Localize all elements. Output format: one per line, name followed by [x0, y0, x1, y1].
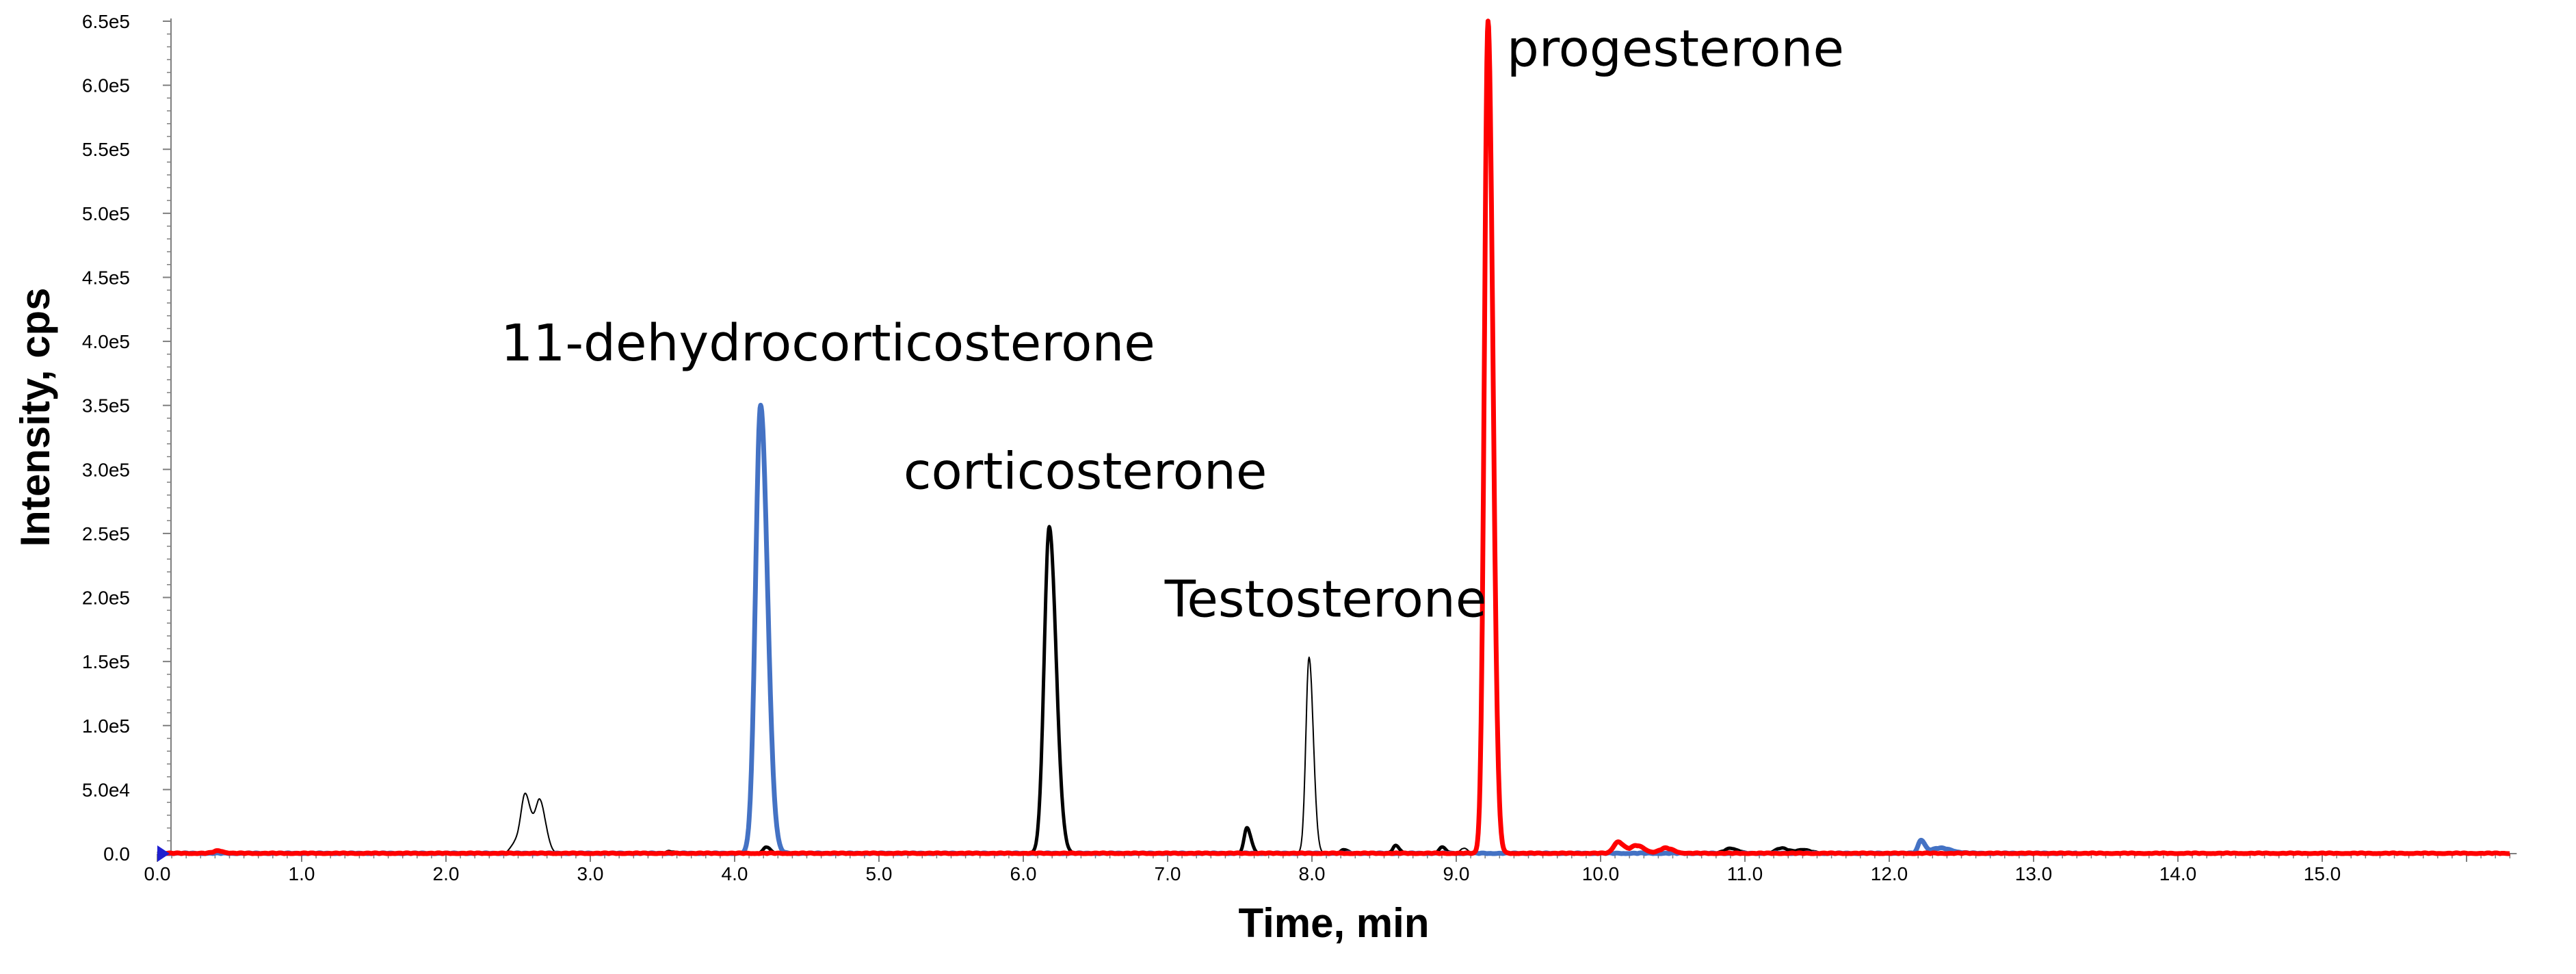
- x-tick-label: 11.0: [1727, 863, 1763, 884]
- y-axis-title: Intensity, cps: [12, 288, 58, 547]
- x-tick-label: 10.0: [1582, 863, 1620, 884]
- x-tick-label: 1.0: [289, 863, 315, 884]
- peak-label-2: Testosterone: [1164, 570, 1487, 629]
- x-tick-label: 2.0: [433, 863, 460, 884]
- axis-origin-marker: [157, 845, 170, 862]
- peak-label-3: progesterone: [1507, 20, 1844, 79]
- y-tick-label: 0.0: [103, 843, 130, 865]
- x-tick-label: 8.0: [1299, 863, 1326, 884]
- series-trace-1: [156, 525, 2078, 856]
- y-tick-label: 5.5e5: [82, 139, 130, 160]
- x-tick-label: 13.0: [2015, 863, 2053, 884]
- y-tick-label: 3.5e5: [82, 395, 130, 417]
- x-tick-label: 5.0: [866, 863, 893, 884]
- x-tick-label: 14.0: [2159, 863, 2197, 884]
- peak-label-0: 11-dehydrocorticosterone: [501, 314, 1155, 373]
- x-tick-label: 6.0: [1010, 863, 1037, 884]
- y-axis: 0.0 5.0e4 1.0e5 1.5e5 2.0e5 2.5e5 3.0e5 3.5e5 4.…: [82, 11, 172, 865]
- y-tick-label: 2.5e5: [82, 523, 130, 544]
- x-tick-label: 0.0: [144, 863, 171, 884]
- x-tick-label: 7.0: [1155, 863, 1181, 884]
- x-axis: 0.0 1.0 2.0 3.0 4.0 5.0 6.0 7.0 8.0 9.0 10.0 11.0 12…: [144, 853, 2517, 884]
- series-trace-3: [155, 18, 2512, 856]
- peak-label-1: corticosterone: [904, 442, 1267, 501]
- y-tick-label: 1.0e5: [82, 715, 130, 737]
- series-trace-0: [157, 656, 2077, 854]
- x-tick-label: 12.0: [1871, 863, 1908, 884]
- y-tick-label: 3.0e5: [82, 459, 130, 480]
- x-tick-label: 4.0: [722, 863, 748, 884]
- y-tick-label: 4.5e5: [82, 267, 130, 288]
- x-axis-title: Time, min: [1239, 900, 1430, 946]
- y-tick-label: 4.0e5: [82, 331, 130, 352]
- y-tick-label: 1.5e5: [82, 651, 130, 672]
- x-tick-label: 15.0: [2304, 863, 2341, 884]
- y-tick-label: 6.5e5: [82, 11, 130, 32]
- y-tick-label: 5.0e5: [82, 203, 130, 224]
- y-tick-label: 5.0e4: [82, 779, 130, 800]
- y-tick-label: 6.0e5: [82, 75, 130, 96]
- x-tick-label: 3.0: [577, 863, 604, 884]
- x-tick-label: 9.0: [1443, 863, 1470, 884]
- series-layer: [155, 18, 2512, 856]
- y-tick-label: 2.0e5: [82, 588, 130, 609]
- annotation-layer: 11-dehydrocorticosterone corticosterone Te…: [501, 20, 1844, 629]
